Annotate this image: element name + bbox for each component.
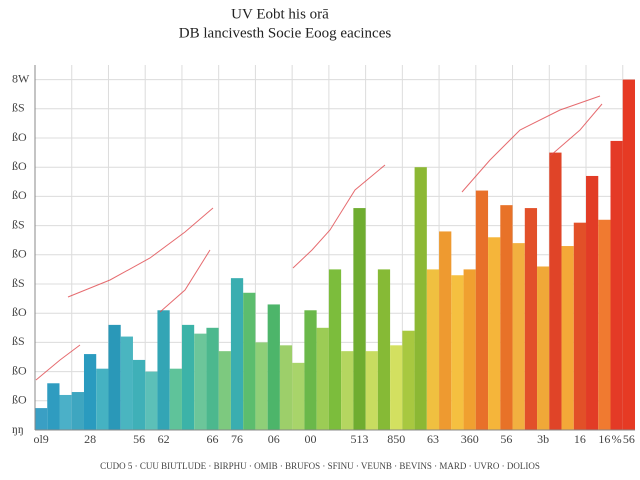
x-tick-label: ol9 bbox=[33, 432, 48, 446]
bar bbox=[145, 371, 158, 430]
source-note: CUDO 5 · CUU BIUTLUDE · BIRPHU · OMIB · … bbox=[100, 461, 540, 471]
y-tick-label: 8W bbox=[12, 71, 30, 85]
x-tick-label: 00 bbox=[305, 432, 317, 446]
bar bbox=[181, 324, 195, 430]
trend-line bbox=[549, 103, 603, 157]
trend-line bbox=[67, 207, 214, 298]
bar bbox=[194, 333, 207, 430]
x-tick-label: 66 bbox=[207, 432, 219, 446]
trend-line bbox=[292, 164, 386, 269]
x-tick-label: 513 bbox=[350, 432, 368, 446]
y-tick-label: ßO bbox=[12, 159, 27, 173]
bar bbox=[353, 208, 366, 430]
bars bbox=[35, 79, 635, 431]
y-tick-label: ßO bbox=[12, 393, 27, 407]
trend-lines bbox=[35, 95, 603, 381]
x-tick-label: 28 bbox=[84, 432, 96, 446]
y-tick-label: ßO bbox=[12, 363, 27, 377]
bar bbox=[561, 246, 574, 430]
bar bbox=[304, 310, 317, 430]
y-tick-label: ßO bbox=[12, 247, 27, 261]
bar bbox=[365, 351, 378, 430]
bar bbox=[512, 243, 525, 430]
bar bbox=[206, 327, 219, 430]
y-tick-label: ßS bbox=[12, 276, 25, 290]
x-tick-label: 06 bbox=[268, 432, 280, 446]
bar bbox=[451, 275, 464, 430]
bar bbox=[292, 362, 305, 430]
bar bbox=[316, 327, 329, 430]
y-tick-label: ßO bbox=[12, 305, 27, 319]
bar bbox=[524, 208, 538, 430]
bar bbox=[132, 359, 146, 430]
x-tick-label: 63 bbox=[427, 432, 439, 446]
y-tick-label: ßS bbox=[12, 334, 25, 348]
bar bbox=[549, 152, 562, 430]
bar bbox=[267, 304, 280, 430]
bar bbox=[59, 394, 72, 430]
bar bbox=[96, 368, 109, 430]
x-tick-label: 360 bbox=[461, 432, 479, 446]
bar bbox=[108, 324, 121, 430]
bar bbox=[475, 190, 489, 430]
bar bbox=[414, 167, 427, 430]
bar bbox=[402, 330, 415, 430]
y-tick-label: ßO bbox=[12, 130, 27, 144]
x-tick-label: % bbox=[612, 432, 622, 446]
bar bbox=[426, 269, 440, 430]
bar bbox=[500, 205, 513, 430]
bar bbox=[586, 175, 599, 430]
bar bbox=[218, 351, 231, 430]
bar bbox=[377, 269, 391, 430]
y-tick-label: ßS bbox=[12, 217, 25, 231]
trend-line bbox=[35, 344, 81, 381]
bar bbox=[71, 392, 84, 430]
bar bbox=[255, 342, 268, 430]
bar bbox=[341, 351, 354, 430]
bar bbox=[390, 345, 403, 430]
bar bbox=[120, 336, 133, 430]
bar bbox=[243, 292, 256, 430]
x-tick-label: 850 bbox=[387, 432, 405, 446]
x-tick-label: 62 bbox=[158, 432, 170, 446]
y-tick-label: ßS bbox=[12, 101, 25, 115]
chart-subtitle: DB lancivesth Socie Eoog eacinces bbox=[179, 25, 392, 41]
x-tick-label: 16 bbox=[598, 432, 610, 446]
bar bbox=[622, 79, 635, 430]
trend-line bbox=[159, 249, 211, 313]
x-tick-label: 56 bbox=[133, 432, 145, 446]
bar bbox=[169, 368, 182, 430]
bar bbox=[537, 266, 550, 430]
bar bbox=[157, 310, 170, 430]
bar bbox=[598, 219, 611, 430]
bar bbox=[83, 354, 97, 430]
x-tick-label: 3b bbox=[537, 432, 549, 446]
y-tick-label: ŋŋ bbox=[12, 422, 24, 436]
x-tick-label: 56 bbox=[623, 432, 635, 446]
trend-line bbox=[461, 95, 601, 193]
bar bbox=[279, 345, 293, 430]
y-tick-label: ßO bbox=[12, 188, 27, 202]
x-tick-label: 56 bbox=[500, 432, 512, 446]
x-tick-label: 76 bbox=[231, 432, 243, 446]
bar bbox=[573, 222, 587, 430]
bar bbox=[439, 231, 452, 430]
chart-title: UV Eobt his orā bbox=[231, 6, 329, 22]
bar bbox=[610, 140, 623, 431]
bar bbox=[230, 278, 244, 430]
bar bbox=[47, 383, 60, 430]
x-tick-label: 16 bbox=[574, 432, 586, 446]
bar bbox=[488, 237, 501, 430]
bar bbox=[328, 269, 342, 430]
bar bbox=[35, 408, 48, 430]
bar bbox=[463, 269, 476, 430]
